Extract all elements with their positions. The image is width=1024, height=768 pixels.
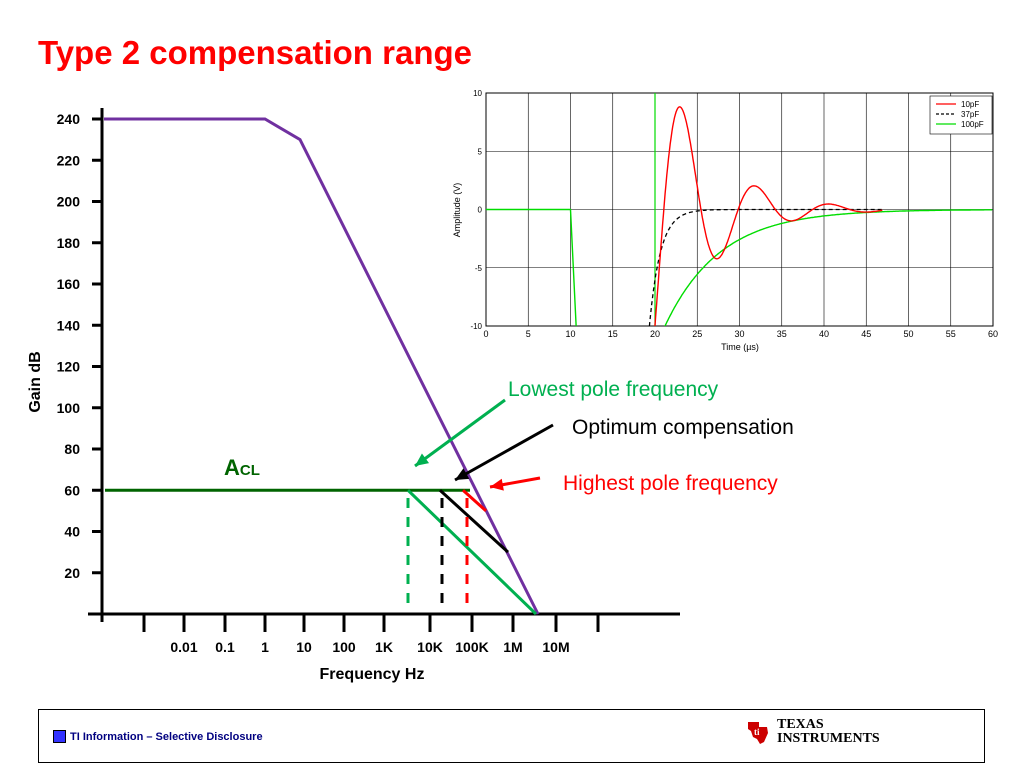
inset-x-tick-label: 45 xyxy=(861,329,871,339)
trace-100pF-recovery xyxy=(664,209,993,326)
x-tick-label: 0.1 xyxy=(215,639,235,655)
x-tick-label: 0.01 xyxy=(170,639,197,655)
inset-legend-box xyxy=(929,95,993,135)
lowest-arrow-shaft xyxy=(414,398,506,468)
x-tick-label: 1M xyxy=(503,639,522,655)
bode-labels: Gain dB Frequency Hz ACL Lowest pole fre… xyxy=(27,351,794,683)
y-tick-label: 160 xyxy=(57,276,81,292)
trace-37pF xyxy=(648,208,883,326)
inset-x-tick-label: 40 xyxy=(819,329,829,339)
disclosure-badge: TI Information – Selective Disclosure xyxy=(53,730,263,743)
inset-y-tick-label: -10 xyxy=(470,322,482,331)
highest-pole-slope xyxy=(461,489,488,512)
y-tick-label: 220 xyxy=(57,152,81,168)
x-tick-label: 100 xyxy=(332,639,356,655)
ti-logo: ti Texas Instruments xyxy=(745,718,880,746)
y-tick-label: 140 xyxy=(57,317,81,333)
inset-y-tick-label: 5 xyxy=(478,147,483,156)
acl-label-sub: CL xyxy=(240,462,260,479)
inset-y-tick-label: 10 xyxy=(473,89,482,98)
svg-text:ti: ti xyxy=(754,727,760,737)
highest-pole-label: Highest pole frequency xyxy=(563,472,778,495)
y-tick-label: 80 xyxy=(64,441,80,457)
inset-x-tick-label: 60 xyxy=(988,329,998,339)
x-tick-label: 1K xyxy=(375,639,393,655)
inset-legend-label: 10pF xyxy=(961,100,979,109)
y-tick-label: 20 xyxy=(64,565,80,581)
ti-logo-line1: Texas xyxy=(777,717,824,732)
disclosure-text: TI Information – Selective Disclosure xyxy=(70,730,263,743)
y-tick-label: 100 xyxy=(57,400,81,416)
acl-label: ACL xyxy=(224,455,260,480)
inset-y-tick-label: 0 xyxy=(478,206,483,215)
inset-x-tick-label: 20 xyxy=(650,329,660,339)
open-loop-gain-line xyxy=(104,117,540,615)
inset-x-tick-label: 35 xyxy=(777,329,787,339)
optimum-slope xyxy=(438,489,510,554)
inset-y-tick-label: -5 xyxy=(475,264,483,273)
annotation-arrows xyxy=(414,398,554,491)
inset-x-label: Time (µs) xyxy=(721,342,759,352)
lowest-arrow-head xyxy=(415,453,430,466)
bode-lines xyxy=(104,117,540,616)
inset-x-tick-label: 55 xyxy=(946,329,956,339)
optimum-arrow-shaft xyxy=(454,423,554,482)
y-tick-label: 60 xyxy=(64,482,80,498)
inset-x-tick-label: 0 xyxy=(483,329,488,339)
inset-y-label: Amplitude (V) xyxy=(452,183,462,238)
ti-state-logo-icon: ti xyxy=(748,722,768,744)
x-tick-label: 10 xyxy=(296,639,312,655)
inset-x-tick-label: 25 xyxy=(692,329,702,339)
y-tick-label: 40 xyxy=(64,524,80,540)
y-axis-label: Gain dB xyxy=(27,351,44,412)
y-tick-label: 200 xyxy=(57,194,81,210)
inset-x-tick-label: 30 xyxy=(734,329,744,339)
ti-logo-line2: Instruments xyxy=(777,731,880,746)
acl-label-main: A xyxy=(224,455,240,480)
slide-title: Type 2 compensation range xyxy=(38,34,472,71)
footer: TI Information – Selective Disclosure ti… xyxy=(38,709,985,763)
blue-square-icon xyxy=(53,730,66,743)
lowest-pole-slope xyxy=(406,489,538,616)
trace-10pF xyxy=(654,106,883,326)
inset-legend-label: 37pF xyxy=(961,110,979,119)
x-tick-label: 10M xyxy=(542,639,569,655)
y-tick-label: 120 xyxy=(57,359,81,375)
inset-x-tick-label: 5 xyxy=(526,329,531,339)
inset-x-tick-label: 15 xyxy=(608,329,618,339)
highest-arrow-head xyxy=(490,478,504,491)
x-tick-label: 1 xyxy=(261,639,269,655)
optimum-label: Optimum compensation xyxy=(572,416,794,439)
optimum-arrow-head xyxy=(455,468,470,480)
inset-x-tick-label: 50 xyxy=(903,329,913,339)
trace-100pF-drop xyxy=(486,208,577,326)
x-tick-label: 100K xyxy=(455,639,488,655)
lowest-pole-label: Lowest pole frequency xyxy=(508,378,719,401)
y-tick-label: 240 xyxy=(57,111,81,127)
inset-traces xyxy=(486,93,993,326)
inset-x-tick-label: 10 xyxy=(565,329,575,339)
y-tick-label: 180 xyxy=(57,235,81,251)
inset-legend-label: 100pF xyxy=(961,120,984,129)
x-axis-label: Frequency Hz xyxy=(320,666,425,683)
x-tick-label: 10K xyxy=(417,639,443,655)
